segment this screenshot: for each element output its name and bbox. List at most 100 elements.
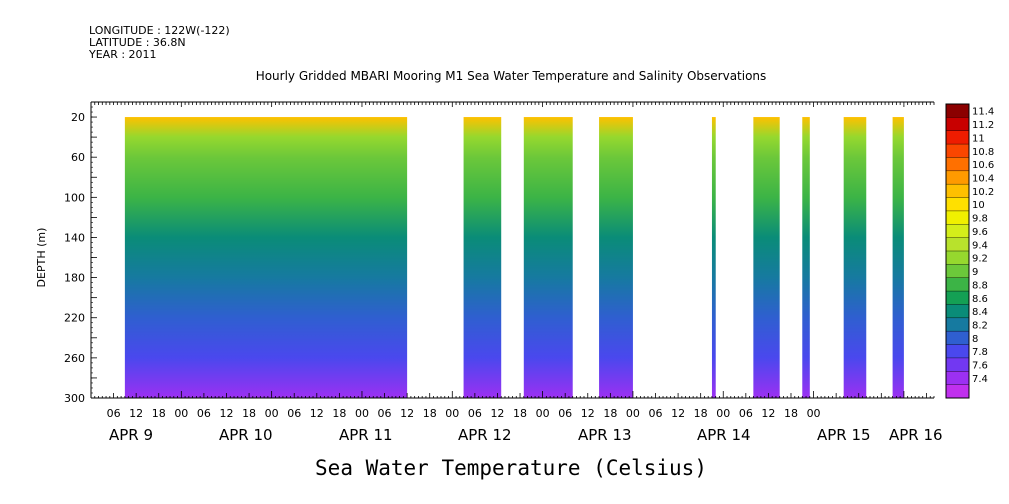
x-hour-label: 18 [152, 407, 166, 420]
colorbar-swatch [946, 170, 969, 185]
colorbar-label: 11.2 [972, 120, 994, 131]
x-hour-label: 18 [694, 407, 708, 420]
x-hour-label: 12 [761, 407, 775, 420]
y-tick-label: 60 [71, 151, 85, 164]
x-hour-label: 00 [265, 407, 279, 420]
data-segment-4 [599, 117, 633, 399]
colorbar-swatch [946, 237, 969, 252]
x-hour-label: 12 [671, 407, 685, 420]
colorbar-swatch [946, 130, 969, 145]
y-tick-label: 260 [64, 352, 85, 365]
colorbar-label: 11.4 [972, 107, 994, 118]
x-hour-label: 12 [219, 407, 233, 420]
colorbar-label: 7.6 [972, 361, 988, 372]
colorbar-swatch [946, 117, 969, 132]
colorbar-label: 9.8 [972, 214, 988, 225]
colorbar-swatch [946, 184, 969, 199]
chart-title: Hourly Gridded MBARI Mooring M1 Sea Wate… [256, 69, 767, 83]
x-date-label: APR 15 [817, 426, 871, 444]
longitude-label: LONGITUDE : 122W(-122) [89, 24, 230, 37]
y-tick-label: 220 [64, 312, 85, 325]
x-hour-label: 06 [197, 407, 211, 420]
colorbar-swatch [946, 304, 969, 319]
x-date-label: APR 16 [889, 426, 943, 444]
x-hour-label: 00 [807, 407, 821, 420]
colorbar-swatch [946, 384, 969, 399]
x-hour-label: 00 [355, 407, 369, 420]
x-hour-label: 18 [423, 407, 437, 420]
y-tick-label: 140 [64, 231, 85, 244]
x-hour-label: 12 [490, 407, 504, 420]
colorbar-swatch [946, 277, 969, 292]
x-date-label: APR 9 [109, 426, 153, 444]
colorbar-label: 10.6 [972, 160, 994, 171]
data-segment-2 [463, 117, 502, 399]
colorbar-label: 9 [972, 267, 978, 278]
colorbar-swatch [946, 317, 969, 332]
colorbar-label: 10 [972, 200, 985, 211]
x-hour-label: 18 [784, 407, 798, 420]
colorbar-swatch [946, 264, 969, 279]
colorbar-label: 9.2 [972, 254, 988, 265]
colorbar-swatch [946, 251, 969, 265]
x-hour-label: 12 [581, 407, 595, 420]
colorbar-swatch [946, 104, 969, 118]
x-hour-label: 18 [332, 407, 346, 420]
colorbar-label: 10.8 [972, 147, 994, 158]
colorbar-swatch [946, 144, 969, 158]
x-hour-label: 06 [468, 407, 482, 420]
colorbar-label: 7.4 [972, 374, 988, 385]
metadata-header: LONGITUDE : 122W(-122) LATITUDE : 36.8N … [89, 25, 230, 61]
data-segment-3 [523, 117, 573, 399]
x-date-label: APR 14 [697, 426, 751, 444]
x-hour-label: 18 [603, 407, 617, 420]
x-hour-label: 00 [716, 407, 730, 420]
y-tick-label: 100 [64, 191, 85, 204]
y-tick-label: 20 [71, 111, 85, 124]
x-hour-label: 06 [649, 407, 663, 420]
colorbar-swatch [946, 371, 969, 386]
x-date-label: APR 10 [219, 426, 273, 444]
colorbar-label: 8.2 [972, 321, 988, 332]
x-hour-label: 06 [107, 407, 121, 420]
latitude-label: LATITUDE : 36.8N [89, 36, 186, 49]
x-hour-label: 18 [242, 407, 256, 420]
colorbar-label: 8 [972, 334, 978, 345]
data-segment-8 [843, 117, 867, 399]
colorbar-swatch [946, 357, 969, 372]
data-segment-1 [124, 117, 408, 399]
colorbar-label: 11 [972, 133, 985, 144]
colorbar-label: 10.2 [972, 187, 994, 198]
colorbar-swatch [946, 331, 969, 346]
data-segment-9 [892, 117, 904, 399]
colorbar-label: 7.8 [972, 347, 988, 358]
y-tick-label: 300 [64, 392, 85, 405]
x-hour-label: 12 [310, 407, 324, 420]
x-hour-label: 00 [626, 407, 640, 420]
colorbar-swatch [946, 344, 969, 359]
x-hour-label: 06 [558, 407, 572, 420]
y-axis-label: DEPTH (m) [35, 228, 48, 288]
x-hour-label: 12 [129, 407, 143, 420]
x-date-label: APR 11 [339, 426, 393, 444]
colorbar-swatch [946, 197, 969, 212]
colorbar-swatch [946, 210, 969, 225]
colorbar-label: 8.6 [972, 294, 988, 305]
colorbar-swatch [946, 224, 969, 239]
data-segment-7 [802, 117, 810, 399]
data-segment-6 [753, 117, 780, 399]
x-hour-label: 06 [287, 407, 301, 420]
x-hour-label: 00 [536, 407, 550, 420]
x-hour-label: 06 [739, 407, 753, 420]
chart-caption: Sea Water Temperature (Celsius) [315, 456, 707, 480]
colorbar-swatch [946, 157, 969, 172]
colorbar-label: 9.6 [972, 227, 988, 238]
colorbar-label: 8.8 [972, 280, 988, 291]
x-hour-label: 00 [445, 407, 459, 420]
colorbar-label: 9.4 [972, 240, 988, 251]
colorbar-label: 8.4 [972, 307, 988, 318]
x-hour-label: 00 [174, 407, 188, 420]
y-tick-label: 180 [64, 272, 85, 285]
data-segment-5 [711, 117, 716, 399]
